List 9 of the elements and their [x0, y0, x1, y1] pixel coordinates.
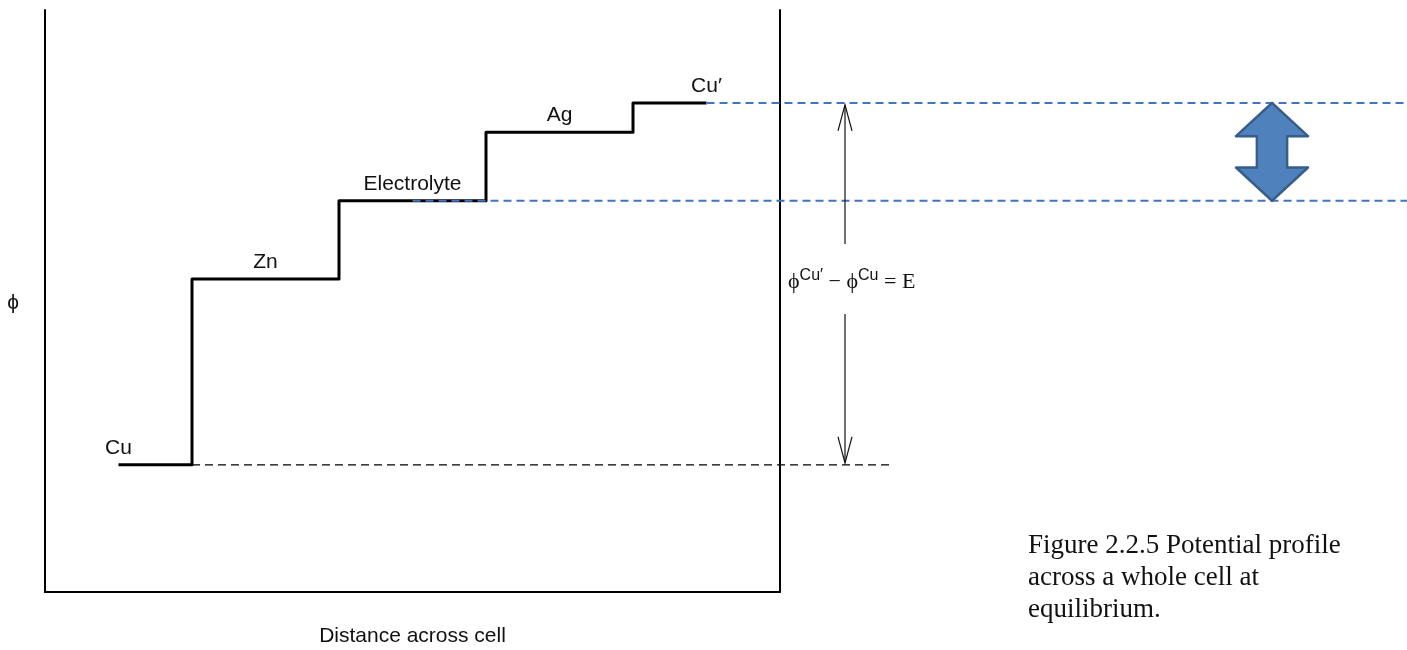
text: Electrolyte — [363, 170, 462, 194]
x-axis-title: Distance across cell — [319, 623, 506, 646]
text: Cu′ — [691, 72, 722, 96]
caption: Figure 2.2.5 Potential profile across a whole cell at equilibrium. — [1028, 528, 1342, 624]
y-axis-title: ϕ — [7, 289, 19, 313]
text: Ag — [546, 102, 573, 126]
text: Zn — [253, 248, 278, 272]
text: ϕ$^{Cu′}$ − ϕ$^{Cu}$ = E — [788, 265, 916, 293]
text: Cu — [105, 434, 132, 458]
